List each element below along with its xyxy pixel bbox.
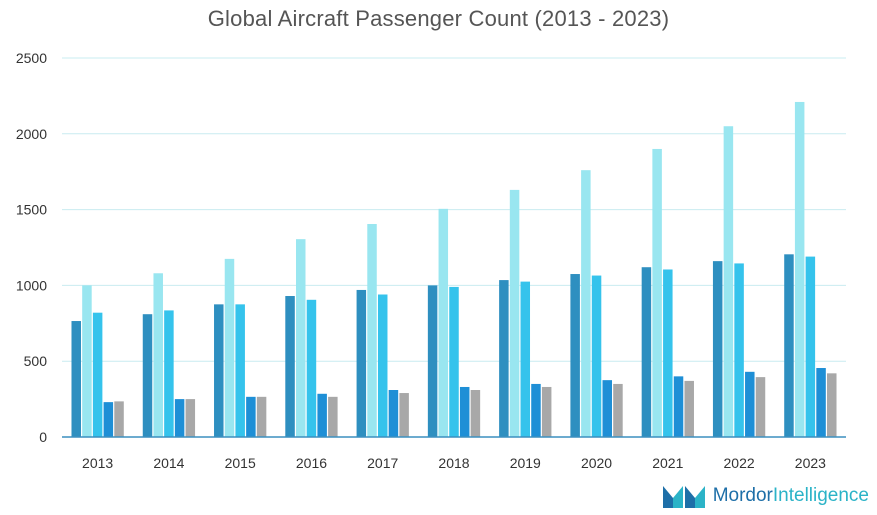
bar-2015-series-4 [246,396,256,437]
x-tick-label: 2014 [153,455,184,471]
bar-2017-series-5 [399,393,409,437]
bar-2015-series-3 [235,304,245,437]
bar-2023-series-3 [805,256,816,437]
x-tick-label: 2016 [296,455,327,471]
bar-2018-series-3 [449,286,459,437]
bars [71,101,837,438]
y-tick-label: 1500 [16,202,47,218]
bar-2017-series-2 [367,224,377,437]
bar-2013-series-4 [103,402,114,437]
bar-2016-series-5 [328,396,338,437]
bar-2013-series-1 [71,321,81,437]
bar-2020-series-2 [581,170,591,437]
bar-2016-series-3 [306,299,317,437]
bar-2017-series-1 [356,289,367,437]
bar-2023-series-1 [784,254,794,437]
bar-2021-series-5 [684,380,694,437]
bar-2021-series-2 [652,148,662,437]
bar-2013-series-5 [114,401,124,437]
bar-2013-series-3 [92,312,103,437]
x-tick-label: 2023 [795,455,826,471]
x-tick-label: 2013 [82,455,113,471]
logo-mark-icon [662,486,705,508]
x-axis-ticks: 2013 2014 2015 2016 2017 2018 2019 2020 2021 2022… [82,455,826,471]
y-tick-label: 2000 [16,126,47,142]
x-tick-label: 2015 [225,455,256,471]
bar-2018-series-5 [470,390,481,437]
y-tick-label: 500 [24,353,48,369]
bar-2014-series-5 [185,399,196,437]
y-tick-label: 0 [39,429,47,445]
bar-2016-series-2 [296,239,306,437]
y-axis-ticks: 0 500 1000 1500 2000 2500 [16,50,47,445]
x-tick-label: 2019 [510,455,541,471]
mordor-intelligence-logo: Mordor Intelligence [662,483,869,509]
bar-2017-series-4 [388,390,399,437]
bar-2022-series-4 [745,371,755,437]
x-tick-label: 2021 [652,455,683,471]
bar-2020-series-1 [570,274,580,437]
bar-2023-series-4 [816,368,826,437]
bar-2021-series-3 [663,269,673,437]
logo-text-intelligence: Intelligence [772,485,869,506]
bar-2019-series-5 [541,386,552,437]
bar-2022-series-3 [734,263,744,437]
bar-2015-series-5 [256,396,267,437]
bar-2022-series-2 [723,126,734,437]
bar-2020-series-4 [602,380,612,437]
bar-2014-series-1 [142,314,153,437]
bar-2022-series-5 [755,377,766,437]
bar-2019-series-4 [531,383,541,437]
y-tick-label: 2500 [16,50,47,66]
y-tick-label: 1000 [16,277,47,293]
x-tick-label: 2022 [724,455,755,471]
bar-2019-series-3 [520,281,531,437]
bar-2016-series-1 [285,296,295,437]
x-tick-label: 2017 [367,455,398,471]
bar-2021-series-1 [641,267,652,437]
bar-2015-series-1 [214,304,224,437]
chart-title: Global Aircraft Passenger Count (2013 - … [207,6,670,31]
bar-2018-series-4 [459,386,470,437]
bar-2017-series-3 [377,294,388,437]
bar-2023-series-5 [827,373,837,437]
bar-2013-series-2 [82,285,92,437]
bar-2016-series-4 [317,393,327,437]
bar-2014-series-3 [164,310,174,437]
bar-2020-series-5 [613,383,623,437]
x-tick-label: 2018 [438,455,469,471]
bar-2015-series-2 [224,258,235,437]
bar-2020-series-3 [591,275,602,437]
bar-2019-series-1 [499,280,509,437]
bar-2019-series-2 [509,189,520,437]
bar-2018-series-2 [438,208,449,437]
bar-2021-series-4 [673,376,684,437]
x-tick-label: 2020 [581,455,612,471]
logo-text-mordor: Mordor [712,485,773,506]
bar-2014-series-2 [153,273,163,437]
bar-2018-series-1 [427,285,438,437]
bar-2014-series-4 [174,399,185,437]
bar-2022-series-1 [712,261,723,437]
bar-2023-series-2 [794,101,805,438]
